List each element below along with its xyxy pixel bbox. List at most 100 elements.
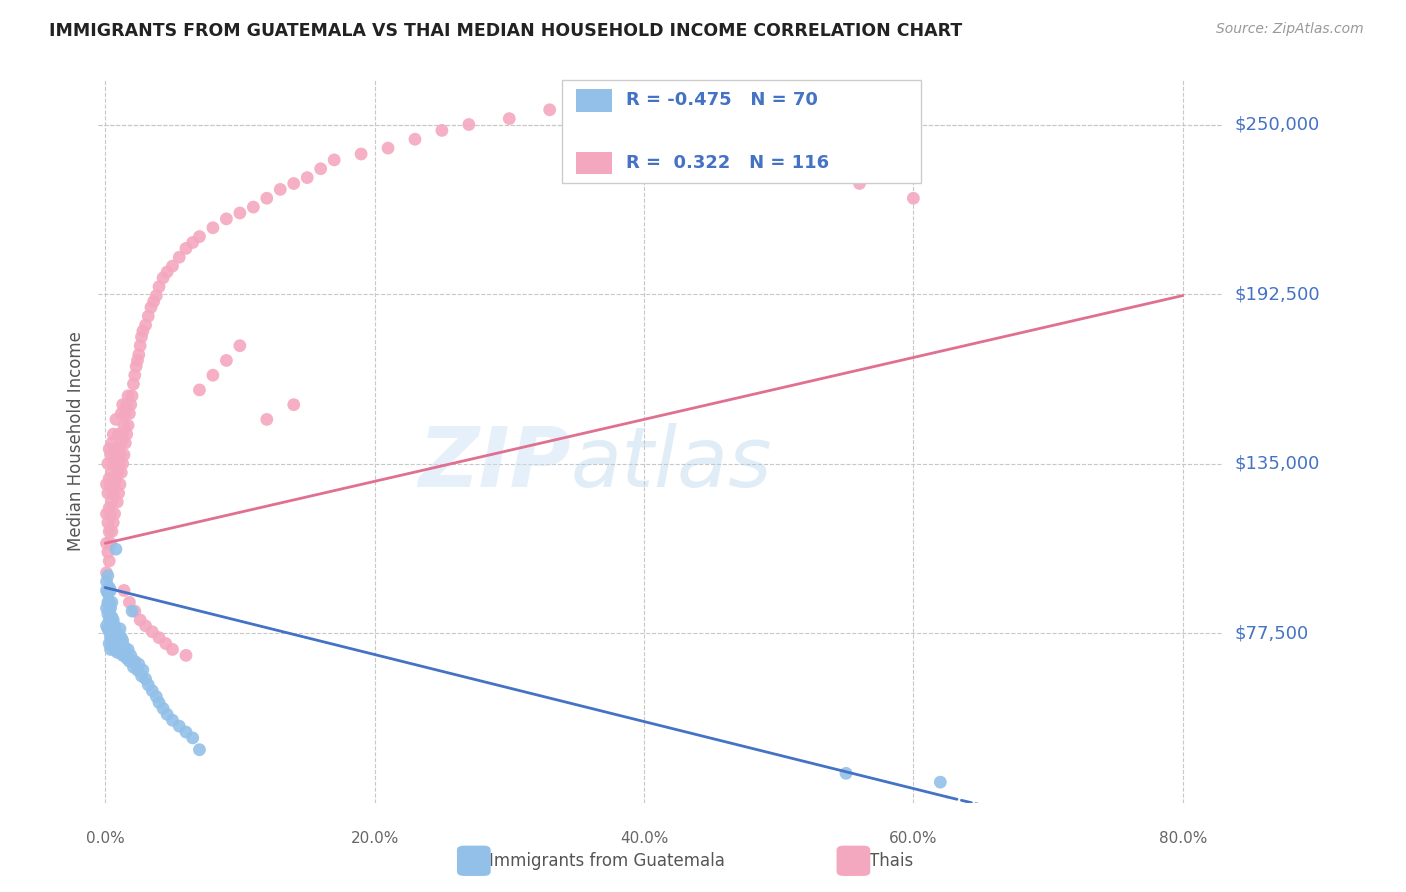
Point: [101, 595, 124, 609]
Point: [96, 583, 118, 598]
Text: Thais: Thais: [869, 852, 912, 870]
Point: [96, 574, 118, 589]
Point: [152, 701, 174, 715]
Point: [167, 250, 190, 264]
Point: [97, 607, 120, 621]
Point: [148, 696, 170, 710]
Point: [633, 88, 655, 103]
Point: [121, 604, 143, 618]
Point: [97, 622, 120, 636]
Point: [114, 645, 136, 659]
Text: ZIP: ZIP: [418, 423, 571, 504]
Point: [105, 466, 128, 480]
Point: [115, 651, 138, 665]
Point: [107, 427, 129, 442]
Point: [96, 601, 118, 615]
Point: [269, 182, 291, 196]
Point: [136, 309, 159, 323]
Point: [103, 507, 125, 521]
Point: [112, 640, 135, 654]
Point: [741, 147, 763, 161]
Point: [100, 507, 122, 521]
Point: [148, 631, 170, 645]
Point: [122, 377, 145, 392]
Point: [103, 624, 125, 639]
Point: [131, 330, 153, 344]
Point: [117, 389, 139, 403]
Point: [100, 448, 122, 462]
Point: [156, 707, 179, 722]
Point: [107, 640, 129, 654]
Point: [188, 742, 211, 756]
Point: [97, 545, 120, 559]
Point: [141, 624, 163, 639]
Point: [100, 642, 122, 657]
Point: [104, 624, 127, 639]
Point: [201, 368, 224, 383]
Point: [135, 318, 157, 332]
Point: [122, 660, 145, 674]
Point: [174, 725, 197, 739]
Point: [118, 595, 141, 609]
Point: [404, 132, 426, 146]
Point: [103, 619, 125, 633]
Point: [103, 427, 125, 442]
Point: [141, 683, 163, 698]
Point: [129, 613, 152, 627]
Point: [107, 457, 129, 471]
Point: [155, 636, 177, 650]
Point: [162, 259, 184, 273]
Point: [201, 220, 224, 235]
Point: [181, 235, 204, 250]
Point: [104, 442, 127, 456]
Text: $77,500: $77,500: [1234, 624, 1309, 642]
Point: [101, 610, 124, 624]
Point: [174, 241, 197, 255]
Point: [309, 161, 332, 176]
Point: [114, 436, 136, 450]
Text: $250,000: $250,000: [1234, 116, 1320, 134]
Point: [111, 648, 134, 663]
Point: [538, 103, 561, 117]
Point: [903, 191, 925, 205]
Point: [350, 147, 373, 161]
Point: [96, 477, 118, 491]
Point: [145, 288, 167, 302]
Point: [188, 229, 211, 244]
Text: R = -0.475   N = 70: R = -0.475 N = 70: [626, 91, 817, 110]
Point: [112, 418, 135, 433]
Point: [114, 407, 136, 421]
Point: [162, 642, 184, 657]
Point: [125, 359, 148, 374]
Point: [104, 471, 127, 485]
Point: [110, 407, 132, 421]
Point: [128, 347, 150, 361]
Point: [145, 690, 167, 704]
Point: [297, 170, 319, 185]
Point: [101, 524, 124, 539]
Point: [97, 486, 120, 500]
Point: [283, 177, 305, 191]
Point: [103, 636, 125, 650]
Point: [457, 118, 479, 132]
Text: 40.0%: 40.0%: [620, 830, 668, 846]
Text: 80.0%: 80.0%: [1159, 830, 1206, 846]
Point: [139, 301, 162, 315]
Point: [97, 568, 120, 582]
Point: [162, 713, 184, 727]
Point: [103, 631, 125, 645]
Text: Immigrants from Guatemala: Immigrants from Guatemala: [489, 852, 725, 870]
Point: [101, 466, 124, 480]
Point: [229, 339, 252, 353]
Point: [498, 112, 520, 126]
Point: [127, 663, 149, 677]
Text: 60.0%: 60.0%: [889, 830, 938, 846]
Text: $192,500: $192,500: [1234, 285, 1320, 303]
Point: [117, 642, 139, 657]
Point: [98, 581, 121, 595]
Point: [135, 672, 157, 686]
Point: [98, 500, 121, 515]
Text: 20.0%: 20.0%: [350, 830, 399, 846]
Point: [794, 161, 817, 176]
Text: 0.0%: 0.0%: [86, 830, 125, 846]
